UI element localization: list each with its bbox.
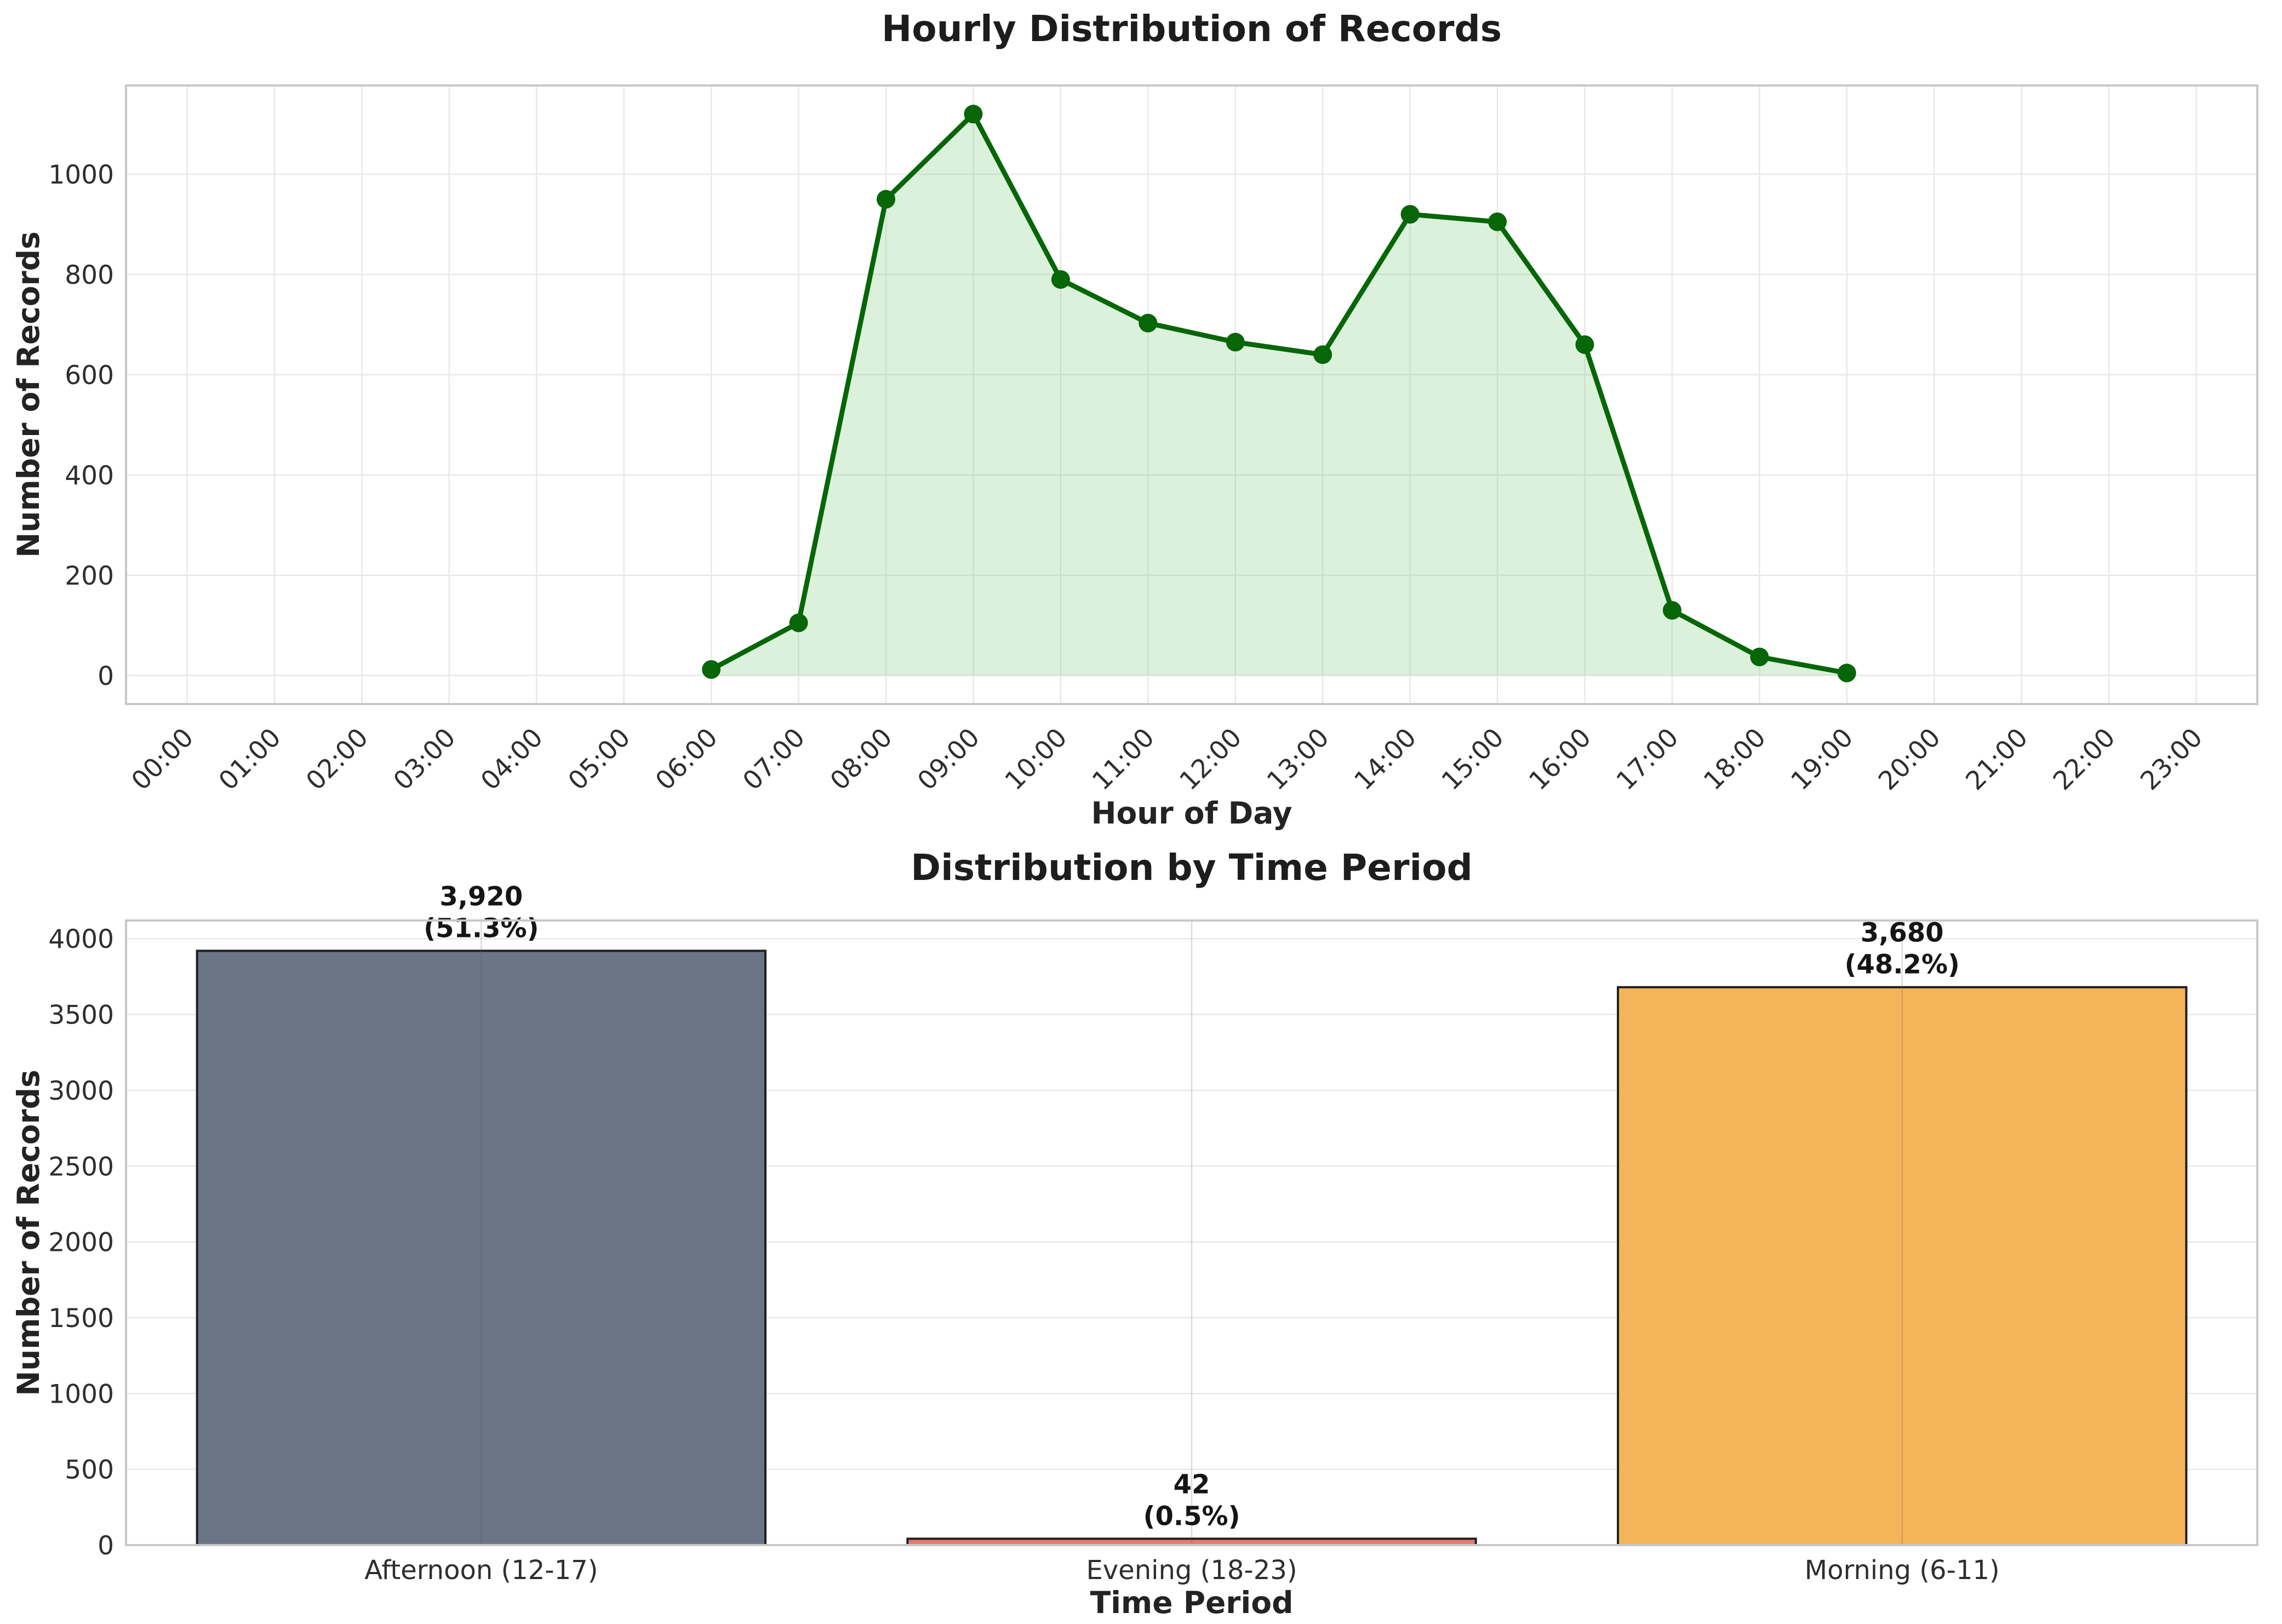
hourly-x-tick-label: 09:00 xyxy=(912,723,986,797)
hourly-x-tick-label: 01:00 xyxy=(213,723,287,797)
hourly-x-tick-label: 12:00 xyxy=(1174,723,1248,797)
period-x-tick-label: Afternoon (12-17) xyxy=(364,1555,598,1586)
hourly-marker xyxy=(1051,270,1070,289)
period-y-tick-label: 3000 xyxy=(48,1076,114,1106)
hourly-x-tick-label: 03:00 xyxy=(388,723,462,797)
hourly-marker xyxy=(1662,601,1682,620)
hourly-y-tick-label: 0 xyxy=(98,661,114,691)
period-y-tick-label: 1500 xyxy=(48,1303,114,1334)
hourly-x-tick-label: 14:00 xyxy=(1348,723,1422,797)
hourly-marker xyxy=(877,190,896,209)
period-chart-title: Distribution by Time Period xyxy=(911,847,1473,889)
period-bar-value-label: 42 xyxy=(1174,1469,1210,1500)
hourly-marker xyxy=(1750,647,1769,666)
period-y-tick-label: 2000 xyxy=(48,1228,114,1258)
period-bar xyxy=(196,950,767,1546)
hourly-x-tick-label: 02:00 xyxy=(300,723,374,797)
period-y-axis-label: Number of Records xyxy=(11,1070,46,1396)
hourly-chart-title: Hourly Distribution of Records xyxy=(881,8,1502,50)
hourly-x-tick-label: 07:00 xyxy=(737,723,811,797)
hourly-marker xyxy=(1575,335,1594,354)
period-bar-percent-label: (0.5%) xyxy=(1143,1501,1240,1531)
hourly-marker xyxy=(1488,212,1507,231)
period-y-tick-label: 2500 xyxy=(48,1152,114,1182)
hourly-y-tick-label: 600 xyxy=(65,361,114,391)
hourly-x-tick-label: 15:00 xyxy=(1436,723,1510,797)
hourly-axes-frame xyxy=(125,84,2258,705)
period-bar-percent-label: (51.3%) xyxy=(424,913,539,943)
hourly-marker xyxy=(1226,333,1245,352)
period-bar-value-label: 3,680 xyxy=(1861,918,1944,948)
hourly-marker xyxy=(1313,345,1332,364)
hourly-marker xyxy=(964,105,983,124)
hourly-y-tick-label: 400 xyxy=(65,461,114,491)
hourly-x-tick-label: 08:00 xyxy=(825,723,899,797)
period-bar-percent-label: (48.2%) xyxy=(1844,950,1959,980)
hourly-marker xyxy=(1139,313,1158,333)
period-y-tick-label: 4000 xyxy=(48,924,114,954)
hourly-x-tick-label: 19:00 xyxy=(1786,723,1860,797)
period-y-tick-label: 0 xyxy=(98,1531,114,1561)
hourly-marker xyxy=(702,660,721,679)
hourly-x-tick-label: 17:00 xyxy=(1611,723,1685,797)
hourly-x-tick-label: 10:00 xyxy=(999,723,1073,797)
period-axes-frame xyxy=(125,919,2258,1546)
hourly-x-tick-label: 16:00 xyxy=(1523,723,1597,797)
hourly-x-axis-label: Hour of Day xyxy=(1091,796,1292,831)
hourly-marker xyxy=(1400,205,1420,224)
period-y-tick-label: 500 xyxy=(65,1455,114,1485)
hourly-x-tick-label: 13:00 xyxy=(1261,723,1335,797)
hourly-x-tick-label: 04:00 xyxy=(475,723,549,797)
hourly-x-tick-label: 22:00 xyxy=(2047,723,2121,797)
hourly-y-axis-label: Number of Records xyxy=(11,231,46,558)
hourly-x-tick-label: 00:00 xyxy=(125,723,199,797)
hourly-x-tick-label: 21:00 xyxy=(1960,723,2034,797)
hourly-x-tick-label: 06:00 xyxy=(650,723,724,797)
hourly-y-tick-label: 800 xyxy=(65,260,114,290)
period-bar-value-label: 3,920 xyxy=(439,881,523,912)
period-y-tick-label: 1000 xyxy=(48,1379,114,1409)
hourly-x-tick-label: 05:00 xyxy=(563,723,637,797)
hourly-y-tick-label: 1000 xyxy=(48,160,114,190)
hourly-x-tick-label: 18:00 xyxy=(1698,723,1772,797)
hourly-marker xyxy=(1837,664,1856,683)
period-x-tick-label: Evening (18-23) xyxy=(1086,1555,1297,1586)
hourly-x-tick-label: 11:00 xyxy=(1086,723,1160,797)
period-x-axis-label: Time Period xyxy=(1090,1585,1294,1620)
hourly-x-tick-label: 23:00 xyxy=(2135,723,2209,797)
hourly-x-tick-label: 20:00 xyxy=(1873,723,1947,797)
hourly-marker xyxy=(789,613,808,632)
period-y-tick-label: 3500 xyxy=(48,1000,114,1031)
hourly-line xyxy=(708,111,1850,676)
hourly-area-fill xyxy=(711,114,1847,676)
period-x-tick-label: Morning (6-11) xyxy=(1805,1555,2000,1586)
hourly-y-tick-label: 200 xyxy=(65,561,114,591)
